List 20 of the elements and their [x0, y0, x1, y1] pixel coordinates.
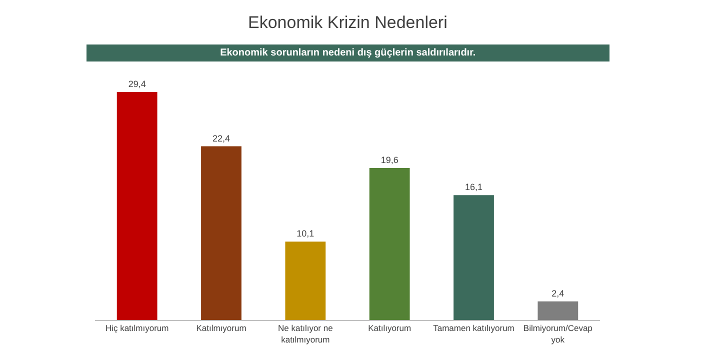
- chart-subtitle: Ekonomik sorunların nedeni dış güçlerin saldırılarıdır.: [220, 48, 476, 58]
- data-label: 10,1: [296, 228, 314, 239]
- x-tick-label: Bilmiyorum/Cevap yok: [523, 323, 593, 344]
- data-label: 22,4: [212, 133, 230, 144]
- x-tick-label: Katılmıyorum: [196, 323, 246, 334]
- data-label: 19,6: [380, 155, 398, 165]
- bar: [116, 92, 158, 320]
- bar: [285, 242, 326, 320]
- data-label: 2,4: [552, 288, 564, 298]
- x-tick-label: Tamamen katılıyorum: [433, 323, 514, 334]
- x-tick-label: Hiç katılmıyorum: [105, 323, 169, 334]
- x-tick-label: Katılıyorum: [368, 323, 412, 334]
- data-label: 16,1: [464, 182, 483, 192]
- bar: [538, 301, 578, 320]
- chart-title: Ekonomik Krizin Nedenleri: [248, 13, 448, 32]
- bar: [454, 195, 494, 320]
- bar: [369, 168, 410, 320]
- data-label: 29,4: [128, 79, 146, 89]
- x-tick-label: Ne katılıyor ne katılmıyorum: [278, 323, 334, 344]
- bar: [201, 146, 242, 320]
